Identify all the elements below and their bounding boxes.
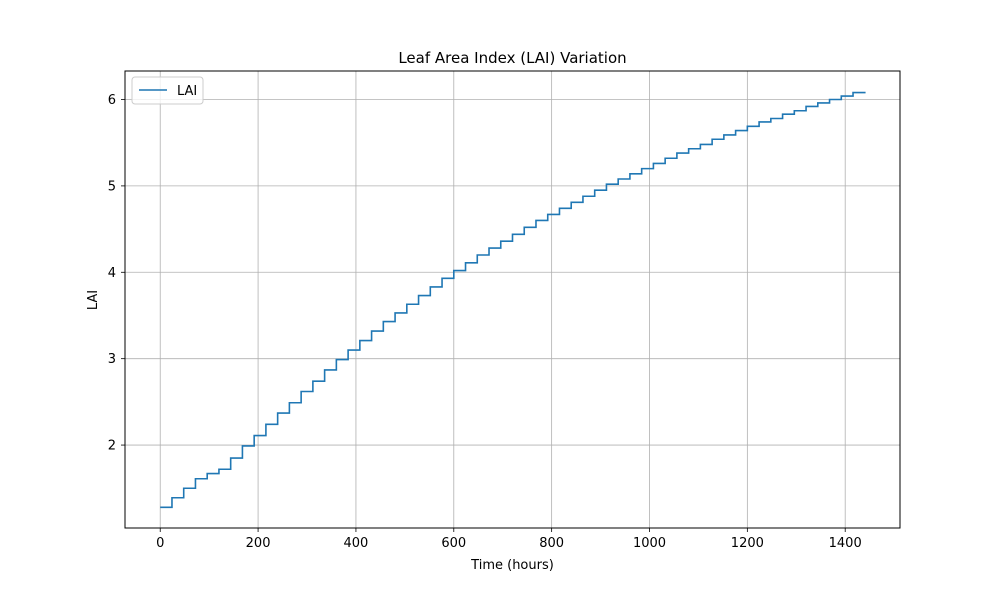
plot-frame <box>124 70 901 529</box>
legend-label: LAI <box>177 84 197 99</box>
x-tick-label: 1200 <box>731 536 764 551</box>
y-tick-label: 5 <box>108 179 116 194</box>
x-axis-label: Time (hours) <box>470 558 554 573</box>
x-tick-label: 1000 <box>633 536 666 551</box>
y-tick-label: 4 <box>108 266 116 281</box>
x-tick-label: 1400 <box>829 536 862 551</box>
x-tick-label: 200 <box>246 536 271 551</box>
legend-box <box>131 76 204 105</box>
y-tick-label: 2 <box>108 439 116 454</box>
x-tick-label: 0 <box>156 536 164 551</box>
x-tick-label: 400 <box>344 536 369 551</box>
chart-title: Leaf Area Index (LAI) Variation <box>398 49 626 67</box>
y-tick-label: 6 <box>108 93 116 108</box>
y-tick-label: 3 <box>108 352 116 367</box>
x-tick-label: 600 <box>441 536 466 551</box>
x-axis: 0 200 400 600 800 1000 1200 1400 <box>156 528 862 551</box>
y-axis-label: LAI <box>86 290 101 310</box>
series-layer <box>160 91 866 509</box>
x-tick-label: 800 <box>539 536 564 551</box>
y-axis: 2 3 4 5 6 <box>108 93 125 454</box>
legend: LAI <box>131 76 204 105</box>
series-line-lai <box>160 91 866 509</box>
